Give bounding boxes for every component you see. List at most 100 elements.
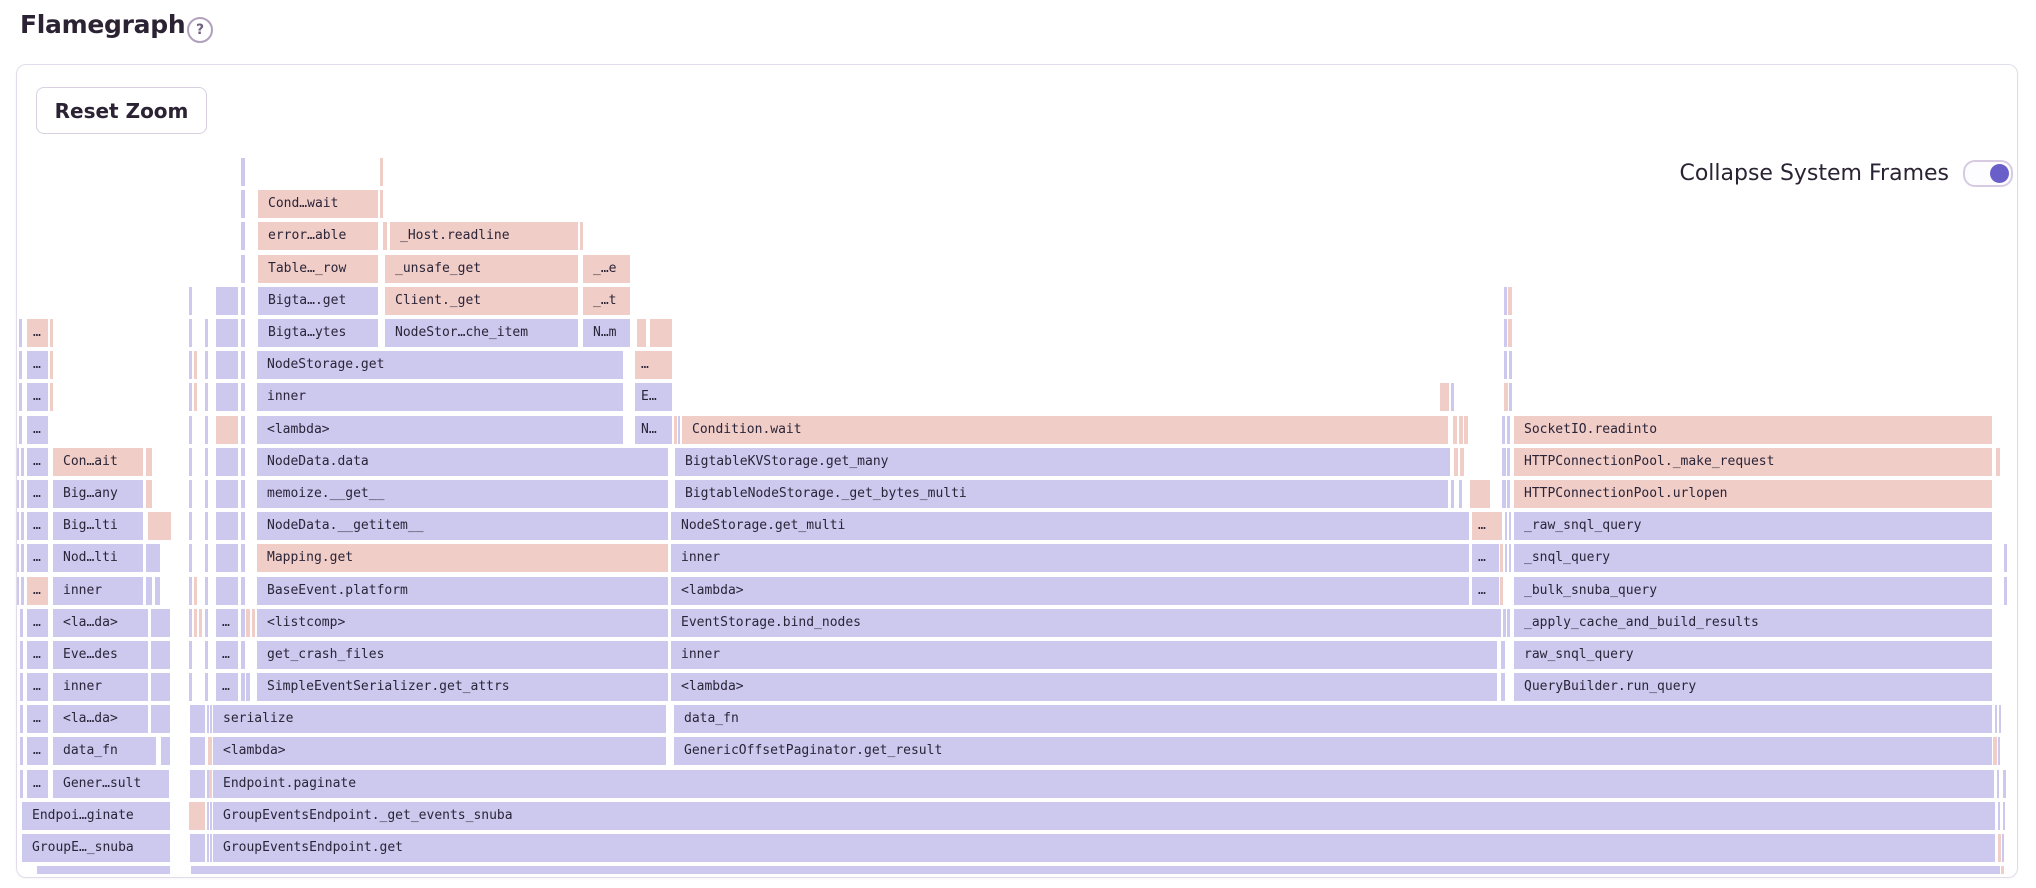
- flame-frame[interactable]: Endpoint.paginate: [213, 770, 1994, 798]
- flame-frame-sliver[interactable]: [37, 866, 170, 874]
- flame-frame[interactable]: …: [27, 705, 48, 733]
- flame-frame[interactable]: …: [27, 577, 48, 605]
- flame-frame[interactable]: inner: [671, 641, 1497, 669]
- flame-frame-sliver[interactable]: [207, 834, 209, 862]
- flame-frame[interactable]: …: [27, 544, 48, 572]
- flame-frame-sliver[interactable]: [20, 641, 23, 669]
- flame-frame-sliver[interactable]: [205, 319, 208, 347]
- flame-frame[interactable]: QueryBuilder.run_query: [1514, 673, 1992, 701]
- flame-frame-sliver[interactable]: [1451, 383, 1454, 411]
- flame-frame-sliver[interactable]: [50, 351, 53, 379]
- flame-frame-sliver[interactable]: [241, 158, 245, 186]
- flame-frame-sliver[interactable]: [20, 609, 23, 637]
- flame-frame[interactable]: NodeData.__getitem__: [257, 512, 668, 540]
- flame-frame-sliver[interactable]: [146, 577, 152, 605]
- flame-frame-sliver[interactable]: [1996, 448, 2000, 476]
- flame-frame-sliver[interactable]: [1998, 737, 2000, 765]
- flame-frame[interactable]: …: [27, 319, 48, 347]
- flame-frame-sliver[interactable]: [1509, 544, 1511, 572]
- flame-frame[interactable]: Con…ait: [53, 448, 143, 476]
- flame-frame-sliver[interactable]: [2003, 770, 2006, 798]
- flame-frame-sliver[interactable]: [207, 770, 209, 798]
- flame-frame-sliver[interactable]: [216, 287, 238, 315]
- flame-frame-sliver[interactable]: [189, 480, 192, 508]
- flame-frame-sliver[interactable]: [1509, 383, 1512, 411]
- flame-frame-sliver[interactable]: [2004, 544, 2007, 572]
- flame-frame-sliver[interactable]: [1507, 448, 1510, 476]
- flame-frame-sliver[interactable]: [189, 577, 192, 605]
- flame-frame-sliver[interactable]: [246, 673, 250, 701]
- flame-frame[interactable]: _raw_snql_query: [1514, 512, 1992, 540]
- flame-frame-sliver[interactable]: [216, 577, 238, 605]
- flame-frame[interactable]: …: [216, 641, 238, 669]
- flame-frame-sliver[interactable]: [1507, 609, 1510, 637]
- flame-frame-sliver[interactable]: [1460, 448, 1464, 476]
- flame-frame-sliver[interactable]: [205, 544, 208, 572]
- flame-frame-sliver[interactable]: [190, 834, 205, 862]
- flame-frame-sliver[interactable]: [189, 544, 192, 572]
- flame-frame-sliver[interactable]: [190, 770, 205, 798]
- flame-frame-sliver[interactable]: [205, 351, 208, 379]
- flame-frame[interactable]: E…: [635, 383, 672, 411]
- flame-frame-sliver[interactable]: [207, 802, 209, 830]
- flame-frame-sliver[interactable]: [189, 641, 192, 669]
- flame-frame-sliver[interactable]: [189, 383, 192, 411]
- flame-frame-sliver[interactable]: [2001, 866, 2004, 874]
- flame-frame-sliver[interactable]: [210, 834, 212, 862]
- flame-frame[interactable]: HTTPConnectionPool.urlopen: [1514, 480, 1992, 508]
- flame-frame-sliver[interactable]: [21, 448, 24, 476]
- flame-frame-sliver[interactable]: [199, 609, 202, 637]
- flame-frame-sliver[interactable]: [241, 577, 245, 605]
- flame-frame-sliver[interactable]: [216, 351, 238, 379]
- flame-frame-sliver[interactable]: [380, 158, 383, 186]
- flame-frame[interactable]: data_fn: [53, 737, 156, 765]
- flame-frame[interactable]: Cond…wait: [258, 190, 378, 218]
- flame-frame-sliver[interactable]: [210, 705, 212, 733]
- flame-frame-sliver[interactable]: [151, 673, 170, 701]
- flame-frame-sliver[interactable]: [241, 190, 245, 218]
- flame-frame-sliver[interactable]: [241, 255, 245, 283]
- flame-frame-sliver[interactable]: [241, 222, 245, 250]
- flame-frame-sliver[interactable]: [1508, 287, 1512, 315]
- flame-frame[interactable]: _…e: [583, 255, 630, 283]
- flame-frame[interactable]: NodeStor…che_item: [385, 319, 578, 347]
- flame-frame[interactable]: <lambda>: [257, 416, 623, 444]
- flame-frame[interactable]: Table…_row: [258, 255, 378, 283]
- flame-frame-sliver[interactable]: [1999, 705, 2001, 733]
- flame-frame-sliver[interactable]: [19, 351, 22, 379]
- flame-frame[interactable]: error…able: [258, 222, 378, 250]
- flame-frame-sliver[interactable]: [1993, 737, 1997, 765]
- flame-frame-sliver[interactable]: [208, 737, 212, 765]
- flame-frame-sliver[interactable]: [151, 641, 170, 669]
- flame-frame-sliver[interactable]: [209, 770, 212, 798]
- flame-frame-sliver[interactable]: [1995, 705, 1997, 733]
- flame-frame[interactable]: Big…lti: [53, 512, 143, 540]
- flame-frame-sliver[interactable]: [1464, 416, 1468, 444]
- flame-frame[interactable]: <lambda>: [213, 737, 666, 765]
- flame-frame-sliver[interactable]: [189, 512, 192, 540]
- flame-frame-sliver[interactable]: [189, 287, 192, 315]
- flame-frame-sliver[interactable]: [252, 609, 255, 637]
- flame-frame-sliver[interactable]: [189, 416, 192, 444]
- flame-frame-sliver[interactable]: [241, 287, 245, 315]
- flame-frame-sliver[interactable]: [194, 609, 197, 637]
- flame-frame-sliver[interactable]: [50, 383, 53, 411]
- flame-frame[interactable]: NodeStorage.get: [257, 351, 623, 379]
- flame-frame[interactable]: Endpoi…ginate: [22, 802, 170, 830]
- flame-frame-sliver[interactable]: [205, 641, 208, 669]
- flame-frame-sliver[interactable]: [1502, 480, 1506, 508]
- flame-frame-sliver[interactable]: [205, 609, 208, 637]
- flame-frame[interactable]: …: [27, 383, 48, 411]
- flame-frame-sliver[interactable]: [205, 577, 208, 605]
- flame-frame-sliver[interactable]: [205, 480, 208, 508]
- flame-frame-sliver[interactable]: [20, 705, 23, 733]
- flame-frame-sliver[interactable]: [20, 673, 23, 701]
- flame-frame-sliver[interactable]: [1508, 319, 1512, 347]
- flame-frame[interactable]: N…: [635, 416, 672, 444]
- flame-frame-sliver[interactable]: [146, 544, 160, 572]
- flame-frame-sliver[interactable]: [241, 448, 245, 476]
- flame-frame-sliver[interactable]: [21, 512, 24, 540]
- flame-frame-sliver[interactable]: [380, 190, 383, 218]
- flame-frame-sliver[interactable]: [205, 673, 208, 701]
- reset-zoom-button[interactable]: Reset Zoom: [36, 87, 207, 134]
